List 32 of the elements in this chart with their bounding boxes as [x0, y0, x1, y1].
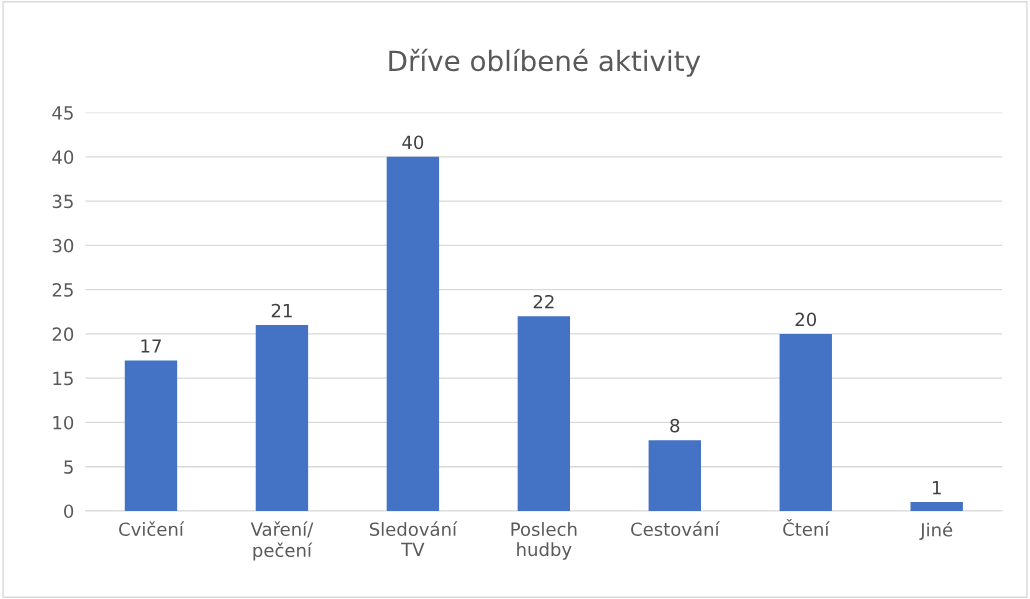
y-tick-label: 35	[52, 194, 73, 209]
y-tick-label: 15	[53, 371, 73, 386]
bar	[124, 360, 178, 511]
chart-title: Dříve oblíbené aktivity	[389, 48, 701, 77]
x-tick-label: Jiné	[919, 521, 953, 540]
x-tick-label: Cvičení	[119, 521, 185, 537]
x-tick-label: Poslech hudby	[511, 522, 577, 560]
bar	[517, 316, 571, 511]
bar	[779, 333, 832, 511]
bar	[648, 440, 701, 511]
data-label: 20	[795, 312, 817, 327]
bar	[255, 325, 309, 511]
x-tick-label: Vaření/pečení	[250, 521, 314, 561]
y-tick-label: 20	[52, 327, 74, 342]
data-label: 1	[932, 481, 941, 495]
y-tick-label: 25	[52, 283, 73, 297]
y-tick-label: 5	[64, 460, 73, 474]
data-label: 8	[670, 418, 680, 433]
y-tick-label: 30	[52, 238, 74, 253]
y-tick-label: 0	[64, 504, 74, 519]
data-label: 40	[402, 135, 424, 150]
bar	[386, 156, 440, 511]
y-tick-label: 45	[52, 106, 73, 120]
x-tick-label: Cestování	[631, 521, 720, 537]
data-label: 21	[271, 303, 292, 318]
x-tick-label: Čtení	[783, 519, 830, 537]
data-label: 17	[141, 339, 161, 353]
y-tick-label: 40	[52, 150, 74, 164]
data-label: 22	[533, 294, 554, 309]
bar	[910, 502, 963, 511]
x-tick-label: Sledování TV	[369, 521, 458, 556]
y-tick-label: 10	[53, 415, 74, 430]
